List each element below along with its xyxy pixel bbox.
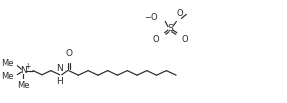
Text: O: O — [153, 35, 159, 44]
Text: N: N — [20, 66, 27, 75]
Text: Me: Me — [1, 72, 13, 81]
Text: S: S — [167, 24, 173, 33]
Text: O: O — [181, 35, 188, 44]
Text: H: H — [56, 77, 63, 86]
Text: O: O — [65, 49, 72, 58]
Text: Me: Me — [17, 81, 30, 90]
Text: O: O — [176, 9, 183, 18]
Text: Me: Me — [1, 59, 13, 68]
Text: N: N — [56, 64, 63, 73]
Text: +: + — [24, 62, 30, 71]
Text: −O: −O — [144, 13, 157, 22]
